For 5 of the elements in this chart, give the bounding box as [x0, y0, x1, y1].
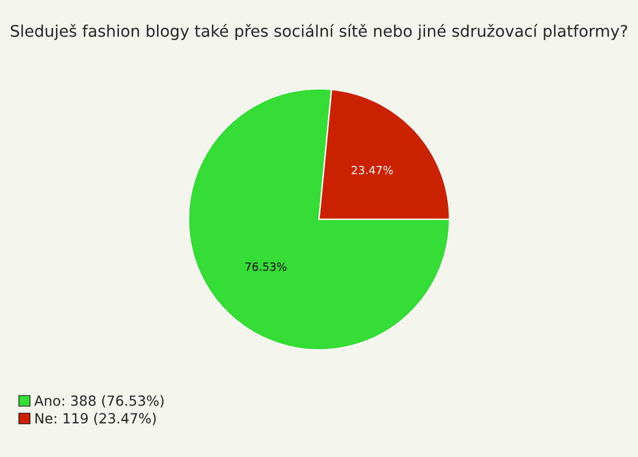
legend-label: Ano: 388 (76.53%): [34, 395, 164, 408]
data-label: 23.47%: [352, 166, 393, 174]
data-label: 76.53%: [246, 262, 286, 271]
legend-label: Ne: 119 (23.47%): [36, 412, 156, 426]
chart-title: Sleduješ fashion blogy také přes sociální sítě nebo jiné sdružovací platformy?: [10, 24, 628, 40]
